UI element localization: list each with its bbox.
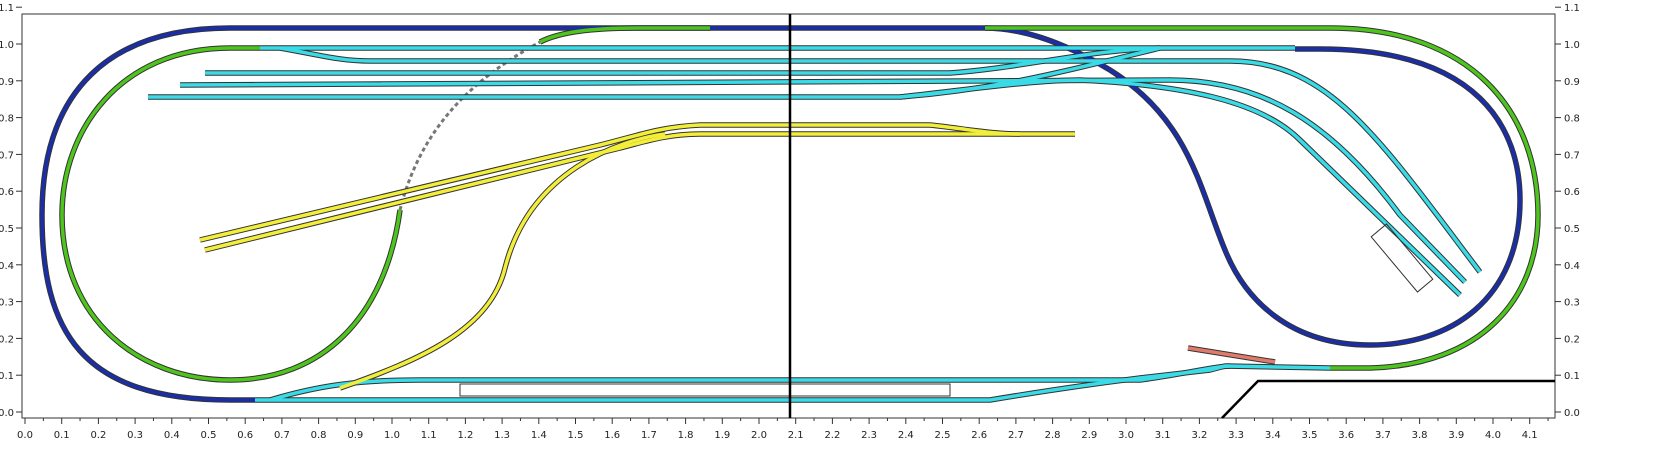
x-tick-label: 1.3 bbox=[494, 430, 510, 441]
y-tick-label-right: 0.9 bbox=[1564, 77, 1580, 88]
y-tick-label-right: 0.8 bbox=[1564, 114, 1580, 125]
x-tick-label: 2.1 bbox=[788, 430, 804, 441]
x-tick-label: 1.2 bbox=[457, 430, 473, 441]
x-tick-label: 3.4 bbox=[1265, 430, 1281, 441]
x-tick-label: 1.4 bbox=[531, 430, 547, 441]
x-tick-label: 2.2 bbox=[824, 430, 840, 441]
track bbox=[899, 78, 1462, 297]
axis-ticks bbox=[16, 6, 1561, 424]
y-tick-label-right: 1.1 bbox=[1564, 3, 1580, 14]
y-tick-label: 0.5 bbox=[0, 224, 14, 235]
x-tick-label: 2.3 bbox=[861, 430, 877, 441]
y-tick-label: 0.1 bbox=[0, 371, 14, 382]
y-tick-label-right: 0.7 bbox=[1564, 150, 1580, 161]
y-tick-label-right: 1.0 bbox=[1564, 40, 1580, 51]
x-tick-label: 0.9 bbox=[347, 430, 363, 441]
x-tick-label: 2.6 bbox=[971, 430, 987, 441]
x-tick-label: 3.7 bbox=[1375, 430, 1391, 441]
x-tick-label: 3.5 bbox=[1302, 430, 1318, 441]
x-tick-label: 0.0 bbox=[17, 430, 33, 441]
x-tick-label: 3.3 bbox=[1228, 430, 1244, 441]
y-tick-label-right: 0.3 bbox=[1564, 298, 1580, 309]
tracks bbox=[39, 25, 1541, 403]
planned-track bbox=[398, 40, 541, 211]
track bbox=[204, 132, 1075, 252]
x-tick-label: 1.1 bbox=[421, 430, 437, 441]
y-tick-label: 1.0 bbox=[0, 40, 14, 51]
x-tick-label: 2.5 bbox=[935, 430, 951, 441]
x-tick-label: 3.8 bbox=[1412, 430, 1428, 441]
x-tick-label: 3.2 bbox=[1191, 430, 1207, 441]
room-wall bbox=[1221, 379, 1555, 419]
y-tick-label: 0.3 bbox=[0, 298, 14, 309]
x-tick-label: 4.0 bbox=[1485, 430, 1501, 441]
x-tick-label: 0.8 bbox=[311, 430, 327, 441]
y-tick-label: 0.4 bbox=[0, 261, 14, 272]
x-tick-label: 0.3 bbox=[127, 430, 143, 441]
x-tick-label: 1.0 bbox=[384, 430, 400, 441]
x-tick-label: 0.4 bbox=[164, 430, 180, 441]
x-tick-label: 0.5 bbox=[201, 430, 217, 441]
x-tick-label: 3.6 bbox=[1338, 430, 1354, 441]
track bbox=[1187, 346, 1276, 364]
x-tick-label: 0.6 bbox=[237, 430, 253, 441]
track bbox=[60, 46, 402, 382]
y-tick-label-right: 0.1 bbox=[1564, 371, 1580, 382]
track bbox=[984, 26, 1522, 347]
y-tick-label: 1.1 bbox=[0, 3, 14, 14]
x-tick-label: 1.9 bbox=[714, 430, 730, 441]
y-tick-label: 0.7 bbox=[0, 150, 14, 161]
y-tick-label-right: 0.4 bbox=[1564, 261, 1580, 272]
x-tick-label: 2.4 bbox=[898, 430, 914, 441]
y-tick-label-right: 0.5 bbox=[1564, 224, 1580, 235]
x-tick-label: 1.8 bbox=[678, 430, 694, 441]
y-tick-label: 0.6 bbox=[0, 187, 14, 198]
x-tick-label: 2.9 bbox=[1081, 430, 1097, 441]
x-tick-label: 2.8 bbox=[1045, 430, 1061, 441]
x-tick-label: 1.5 bbox=[568, 430, 584, 441]
y-tick-label: 0.2 bbox=[0, 334, 14, 345]
x-tick-label: 2.0 bbox=[751, 430, 767, 441]
y-tick-label-right: 0.2 bbox=[1564, 334, 1580, 345]
x-tick-label: 3.9 bbox=[1448, 430, 1464, 441]
y-tick-label-right: 0.0 bbox=[1564, 408, 1580, 419]
x-tick-label: 0.7 bbox=[274, 430, 290, 441]
x-tick-label: 3.0 bbox=[1118, 430, 1134, 441]
platform bbox=[459, 383, 951, 397]
track bbox=[255, 364, 1331, 402]
track bbox=[539, 26, 710, 44]
x-tick-label: 3.1 bbox=[1155, 430, 1171, 441]
shed bbox=[1370, 223, 1434, 293]
track bbox=[205, 46, 1161, 75]
track bbox=[199, 123, 1021, 242]
track bbox=[339, 132, 666, 390]
track bbox=[40, 26, 985, 402]
track bbox=[279, 46, 1482, 274]
axis-labels: 0.0 0.1 0.2 0.3 0.4 0.5 0.6 0.7 0.8 0.9 1.0 1.1 1.2 1… bbox=[0, 3, 1580, 441]
y-tick-label: 0.8 bbox=[0, 114, 14, 125]
track bbox=[985, 26, 1540, 370]
x-tick-label: 1.6 bbox=[604, 430, 620, 441]
x-tick-label: 4.1 bbox=[1522, 430, 1538, 441]
x-tick-label: 0.1 bbox=[54, 430, 70, 441]
y-tick-label-right: 0.6 bbox=[1564, 187, 1580, 198]
x-tick-label: 1.7 bbox=[641, 430, 657, 441]
x-tick-label: 0.2 bbox=[90, 430, 106, 441]
y-tick-label: 0.9 bbox=[0, 77, 14, 88]
track bbox=[269, 364, 1231, 402]
x-tick-label: 2.7 bbox=[1008, 430, 1024, 441]
y-tick-label: 0.0 bbox=[0, 408, 14, 419]
track bbox=[179, 78, 1467, 284]
